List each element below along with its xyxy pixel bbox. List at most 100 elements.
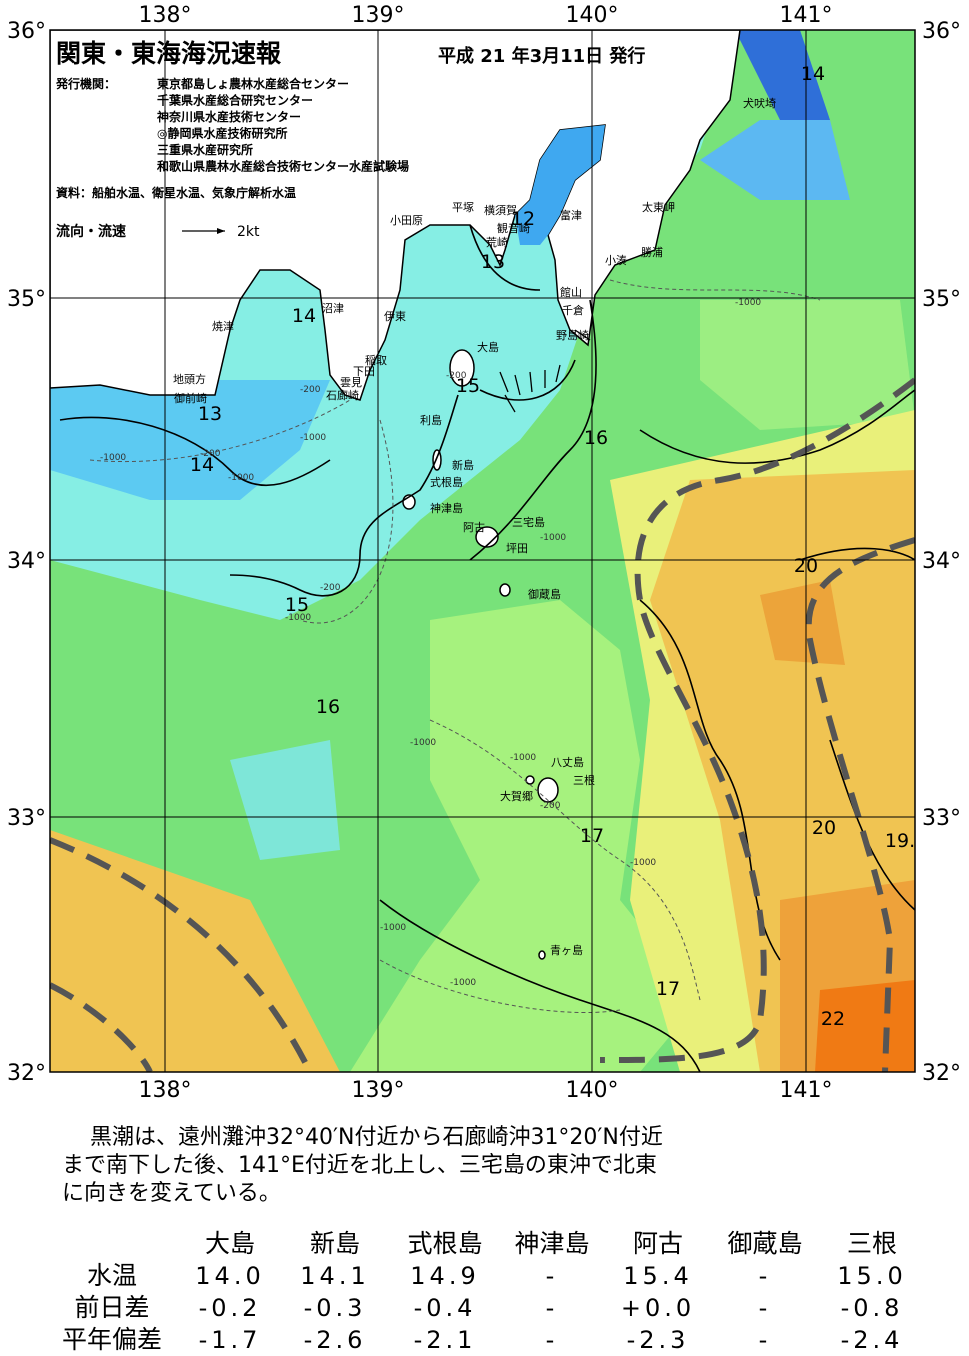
lat-label: 32° <box>922 1061 961 1086</box>
depth-label: -200 <box>320 583 341 593</box>
place-label: 青ヶ島 <box>550 943 583 957</box>
place-label: 三宅島 <box>512 515 545 529</box>
agency: ◎静岡県水産技術研究所 <box>157 126 287 141</box>
place-label: 犬吠埼 <box>743 96 776 110</box>
agency: 神奈川県水産技術センター <box>157 109 301 124</box>
table-header: 三根 <box>847 1229 897 1258</box>
isotherm-label: 19. <box>885 830 915 852</box>
place-label: 焼津 <box>212 320 234 333</box>
agency: 三重県水産研究所 <box>157 142 253 157</box>
lat-label: 33° <box>922 806 961 831</box>
islands <box>402 349 559 960</box>
row-label: 平年偏差 <box>62 1325 162 1354</box>
place-label: 下田 <box>353 365 375 378</box>
table-value: - <box>759 1326 772 1354</box>
issue-date: 平成 21 年3月11日 発行 <box>438 45 645 67</box>
table-header: 新島 <box>310 1229 360 1258</box>
depth-label: -1000 <box>410 738 436 748</box>
place-label: 神津島 <box>430 501 463 515</box>
isotherm-label: 15 <box>456 375 480 397</box>
summary-line: まで南下した後、141°E付近を北上し、三宅島の東沖で北東 <box>62 1153 657 1178</box>
place-label: 地頭方 <box>173 372 206 386</box>
place-label: 小田原 <box>390 214 423 227</box>
depth-label: -200 <box>300 385 321 395</box>
place-label: 勝浦 <box>641 245 663 259</box>
place-label: 稲取 <box>365 354 387 367</box>
summary-line: に向きを変えている。 <box>62 1181 281 1206</box>
isotherm-label: 20 <box>812 817 836 839</box>
lon-label: 139° <box>352 1078 405 1103</box>
table-value: -0.8 <box>841 1294 904 1322</box>
lat-label: 34° <box>922 549 961 574</box>
table-header: 御蔵島 <box>727 1229 802 1258</box>
depth-label: -1000 <box>100 453 126 463</box>
place-label: 小湊 <box>605 253 627 267</box>
current-legend-label: 流向・流速 <box>56 223 126 240</box>
depth-label: -200 <box>540 801 561 811</box>
place-label: 横須賀 <box>484 203 517 217</box>
table-value: - <box>546 1326 559 1354</box>
row-label: 前日差 <box>74 1293 149 1322</box>
table-value: -2.6 <box>304 1326 367 1354</box>
isotherm-label: 12 <box>511 208 535 230</box>
map-frame <box>49 29 916 1073</box>
table-header: 式根島 <box>407 1229 482 1258</box>
depth-label: -1000 <box>510 753 536 763</box>
lat-label: 34° <box>7 549 46 574</box>
table-value: 14.1 <box>300 1262 369 1290</box>
table-header: 阿古 <box>633 1229 683 1258</box>
place-label: 太東岬 <box>642 201 675 214</box>
place-label: 利島 <box>420 413 442 427</box>
place-label: 阿古 <box>463 521 485 534</box>
lat-label: 35° <box>922 287 961 312</box>
table-value: - <box>546 1262 559 1290</box>
place-label: 御前崎 <box>174 391 207 405</box>
table-value: -2.3 <box>627 1326 690 1354</box>
isotherm-label: 13 <box>198 403 222 425</box>
place-label: 大賀郷 <box>500 789 533 803</box>
table-value: 15.0 <box>837 1262 906 1290</box>
table-value: -0.4 <box>414 1294 477 1322</box>
depth-label: -1000 <box>735 298 761 308</box>
current-legend-scale: 2kt <box>237 224 260 240</box>
table-value: 14.0 <box>195 1262 264 1290</box>
lon-label: 140° <box>566 3 619 28</box>
depth-label: -1000 <box>380 923 406 933</box>
place-label: 伊東 <box>384 310 406 323</box>
table-value: - <box>759 1294 772 1322</box>
table-value: +0.0 <box>621 1294 695 1322</box>
depth-label: -1000 <box>285 613 311 623</box>
place-label: 石廊崎 <box>326 388 359 402</box>
kuroshio <box>50 377 915 1072</box>
summary-line: 黒潮は、遠州灘沖32°40′N付近から石廊崎沖31°20′N付近 <box>90 1125 663 1150</box>
place-label: 平塚 <box>452 201 474 214</box>
table-header: 神津島 <box>514 1229 589 1258</box>
place-label: 富津 <box>560 208 582 222</box>
place-label: 八丈島 <box>551 755 584 769</box>
isotherm-label: 14 <box>801 63 825 85</box>
place-label: 千倉 <box>562 303 584 317</box>
place-label: 新島 <box>452 458 474 472</box>
depth-label: -1000 <box>630 858 656 868</box>
agency: 東京都島しょ農林水産総合センター <box>157 76 349 91</box>
table-value: 14.9 <box>410 1262 479 1290</box>
depth-label: -1000 <box>228 473 254 483</box>
place-label: 御蔵島 <box>528 587 561 601</box>
lon-label: 138° <box>139 1078 192 1103</box>
table-value: -2.4 <box>841 1326 904 1354</box>
table-value: - <box>546 1294 559 1322</box>
land <box>50 30 741 401</box>
lon-label: 141° <box>780 3 833 28</box>
depth-label: -1000 <box>300 433 326 443</box>
depth-label: -1000 <box>450 978 476 988</box>
isotherm-label: 17 <box>656 978 680 1000</box>
lat-label: 36° <box>922 19 961 44</box>
table-value: -0.2 <box>199 1294 262 1322</box>
lat-label: 33° <box>7 806 46 831</box>
tokyo-bay <box>515 125 605 245</box>
lon-label: 140° <box>566 1078 619 1103</box>
lon-label: 139° <box>352 3 405 28</box>
table-value: 15.4 <box>623 1262 692 1290</box>
